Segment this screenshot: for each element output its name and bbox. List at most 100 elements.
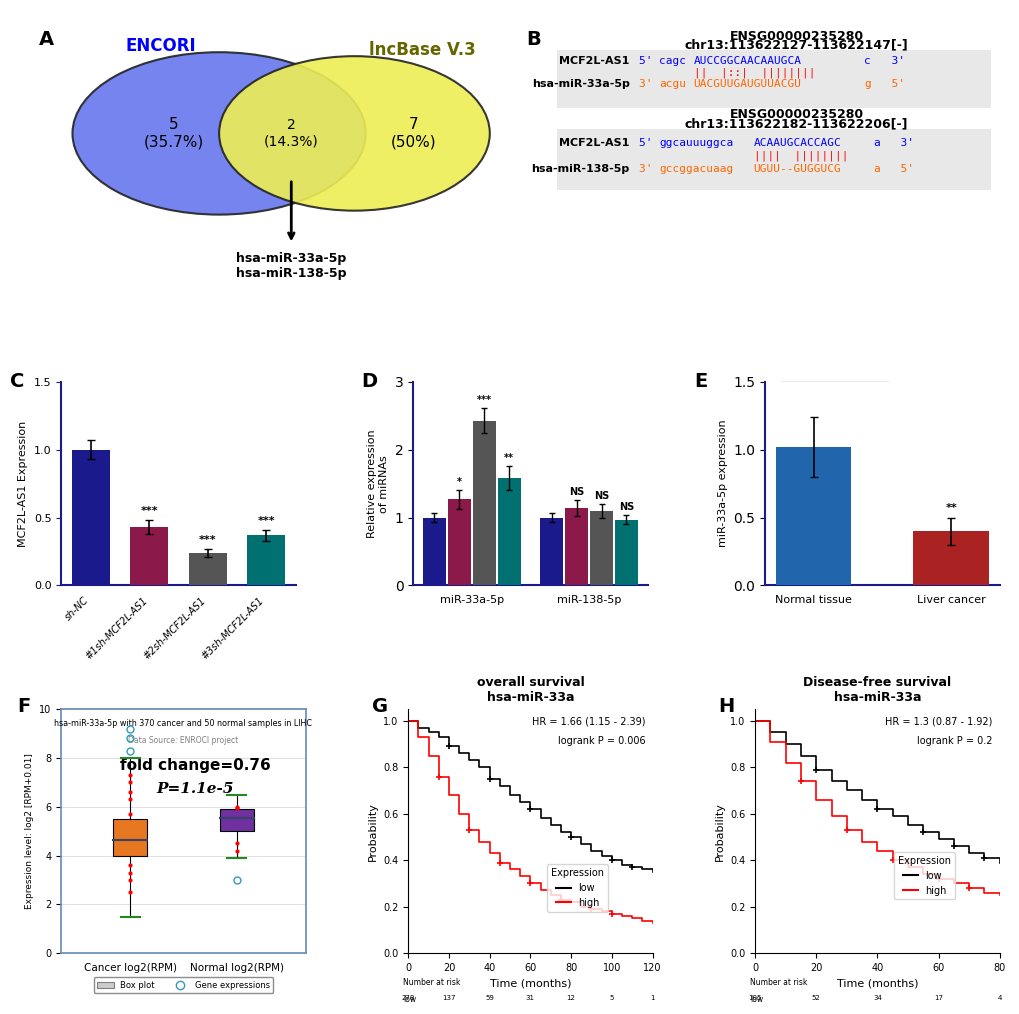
Text: g: g bbox=[863, 79, 870, 89]
Text: ggcauuuggca: ggcauuuggca bbox=[658, 138, 733, 148]
Text: **: ** bbox=[503, 453, 514, 463]
Text: ENSG00000235280: ENSG00000235280 bbox=[729, 29, 863, 43]
Bar bbox=[71, 450, 110, 585]
Text: HR = 1.66 (1.15 - 2.39): HR = 1.66 (1.15 - 2.39) bbox=[531, 717, 645, 726]
Text: E: E bbox=[694, 372, 707, 390]
Text: 34: 34 bbox=[872, 995, 881, 1001]
Text: UGUU--GUGGUCG: UGUU--GUGGUCG bbox=[753, 164, 841, 174]
Text: 31: 31 bbox=[526, 995, 534, 1001]
Text: 4: 4 bbox=[997, 995, 1001, 1001]
Text: G: G bbox=[371, 697, 387, 716]
Text: 105: 105 bbox=[748, 995, 761, 1001]
Text: hsa-miR-33a-5p
hsa-miR-138-5p: hsa-miR-33a-5p hsa-miR-138-5p bbox=[235, 252, 346, 280]
Legend: low, high: low, high bbox=[547, 864, 607, 912]
Text: 5': 5' bbox=[877, 79, 904, 89]
Text: ***: *** bbox=[199, 534, 216, 545]
Text: chr13:113622127-113622147[-]: chr13:113622127-113622147[-] bbox=[684, 39, 908, 52]
Text: HR = 1.3 (0.87 - 1.92): HR = 1.3 (0.87 - 1.92) bbox=[884, 717, 991, 726]
Bar bbox=[219, 809, 254, 831]
Legend: sh-NC, #1sh-MCF2L-AS1, #2sh-MCF2L-AS1, #3sh-MCF2L-AS1: sh-NC, #1sh-MCF2L-AS1, #2sh-MCF2L-AS1, #… bbox=[780, 382, 889, 439]
Text: F: F bbox=[17, 697, 31, 716]
X-axis label: Time (months): Time (months) bbox=[489, 979, 571, 989]
Text: 5': 5' bbox=[886, 164, 913, 174]
Text: 137: 137 bbox=[442, 995, 455, 1001]
Bar bbox=[247, 535, 285, 585]
Text: ACAAUGCACCAGC: ACAAUGCACCAGC bbox=[753, 138, 841, 148]
Bar bbox=[557, 50, 989, 107]
Bar bbox=[447, 499, 471, 585]
Bar bbox=[565, 508, 588, 585]
Text: hsa-miR-138-5p: hsa-miR-138-5p bbox=[531, 164, 629, 174]
Text: logrank P = 0.006: logrank P = 0.006 bbox=[557, 736, 645, 746]
Text: ***: *** bbox=[141, 506, 158, 516]
Text: 59: 59 bbox=[485, 995, 493, 1001]
Text: ||||  ||||||||: |||| |||||||| bbox=[753, 150, 848, 161]
Bar bbox=[130, 527, 168, 585]
Text: chr13:113622182-113622206[-]: chr13:113622182-113622206[-] bbox=[684, 118, 908, 131]
Ellipse shape bbox=[72, 52, 366, 215]
Text: gccggacuaag: gccggacuaag bbox=[658, 164, 733, 174]
Text: 5: 5 bbox=[609, 995, 613, 1001]
Ellipse shape bbox=[219, 56, 489, 211]
Text: ENCORI: ENCORI bbox=[125, 38, 196, 56]
Text: Data Source: ENROCI project: Data Source: ENROCI project bbox=[128, 736, 238, 745]
Text: hsa-miR-33a-5p: hsa-miR-33a-5p bbox=[531, 79, 629, 89]
Text: acgu: acgu bbox=[658, 79, 686, 89]
Y-axis label: Probability: Probability bbox=[714, 802, 723, 861]
Text: 2
(14.3%): 2 (14.3%) bbox=[264, 119, 318, 148]
Text: 3': 3' bbox=[886, 138, 913, 148]
Bar bbox=[189, 553, 226, 585]
Text: P=1.1e-5: P=1.1e-5 bbox=[157, 783, 234, 796]
Text: *: * bbox=[457, 477, 462, 487]
Bar bbox=[557, 130, 989, 190]
Text: 278: 278 bbox=[401, 995, 415, 1001]
Text: 5
(35.7%): 5 (35.7%) bbox=[144, 118, 204, 150]
Text: AUCCGGCAACAAUGCA: AUCCGGCAACAAUGCA bbox=[693, 56, 801, 66]
Text: 7
(50%): 7 (50%) bbox=[390, 118, 435, 150]
Text: 12: 12 bbox=[567, 995, 575, 1001]
Text: A: A bbox=[39, 30, 54, 50]
Text: a: a bbox=[872, 138, 879, 148]
Y-axis label: Expression level: log2 [RPM+0.01]: Expression level: log2 [RPM+0.01] bbox=[24, 753, 34, 910]
Bar bbox=[540, 517, 562, 585]
Text: 5': 5' bbox=[638, 138, 665, 148]
Text: 3': 3' bbox=[638, 164, 665, 174]
Text: cagc: cagc bbox=[658, 56, 686, 66]
Y-axis label: MCF2L-AS1 Expression: MCF2L-AS1 Expression bbox=[18, 421, 29, 547]
Text: fold change=0.76: fold change=0.76 bbox=[120, 757, 271, 773]
Text: 52: 52 bbox=[811, 995, 820, 1001]
Text: hsa-miR-33a-5p with 370 cancer and 50 normal samples in LIHC: hsa-miR-33a-5p with 370 cancer and 50 no… bbox=[54, 719, 312, 728]
Text: 1: 1 bbox=[650, 995, 654, 1001]
Text: ***: *** bbox=[476, 395, 491, 405]
Text: lncBase V.3: lncBase V.3 bbox=[369, 42, 475, 59]
Bar bbox=[614, 519, 637, 585]
Text: low: low bbox=[403, 995, 416, 1004]
Bar bbox=[774, 447, 851, 585]
Text: H: H bbox=[717, 697, 734, 716]
Legend: low, high: low, high bbox=[894, 852, 955, 899]
Text: 5': 5' bbox=[638, 56, 665, 66]
Y-axis label: miR-33a-5p expression: miR-33a-5p expression bbox=[717, 420, 727, 548]
Text: D: D bbox=[361, 372, 377, 390]
Y-axis label: Probability: Probability bbox=[367, 802, 377, 861]
Title: Disease-free survival
hsa-miR-33a: Disease-free survival hsa-miR-33a bbox=[803, 675, 951, 704]
Text: ENSG00000235280: ENSG00000235280 bbox=[729, 108, 863, 122]
Text: NS: NS bbox=[593, 491, 608, 501]
Bar bbox=[589, 511, 612, 585]
Text: 3': 3' bbox=[638, 79, 665, 89]
Text: ||  |::|  ||||||||: || |::| |||||||| bbox=[693, 67, 814, 78]
Text: NS: NS bbox=[569, 487, 584, 497]
Text: ***: *** bbox=[257, 516, 275, 525]
X-axis label: Time (months): Time (months) bbox=[836, 979, 917, 989]
Text: logrank P = 0.2: logrank P = 0.2 bbox=[916, 736, 991, 746]
Text: **: ** bbox=[945, 504, 956, 513]
Text: Number at risk: Number at risk bbox=[403, 977, 461, 987]
Text: UACGUUGAUGUUACGU: UACGUUGAUGUUACGU bbox=[693, 79, 801, 89]
Text: 17: 17 bbox=[933, 995, 943, 1001]
Text: C: C bbox=[9, 372, 23, 390]
Bar bbox=[423, 517, 445, 585]
Text: Number at risk: Number at risk bbox=[750, 977, 807, 987]
Y-axis label: Relative expression
of miRNAs: Relative expression of miRNAs bbox=[367, 429, 388, 538]
Bar bbox=[497, 479, 520, 585]
Bar bbox=[912, 531, 988, 585]
